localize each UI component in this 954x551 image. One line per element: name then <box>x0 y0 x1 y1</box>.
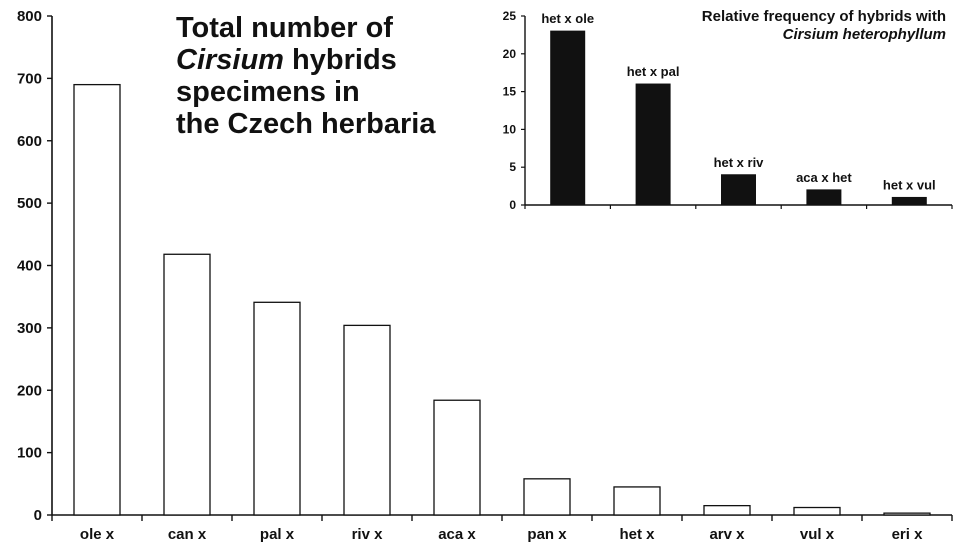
main-y-tick-label: 800 <box>17 8 42 25</box>
main-y-tick-label: 500 <box>17 195 42 212</box>
inset-bar <box>891 196 927 206</box>
main-bar <box>883 512 931 516</box>
main-x-tick-label: can x <box>168 526 207 543</box>
main-x-tick-label: het x <box>619 526 655 543</box>
main-bar <box>523 478 571 516</box>
inset-bar-label: het x ole <box>541 11 594 26</box>
main-x-tick-label: arv x <box>709 526 745 543</box>
inset-bar <box>721 174 756 206</box>
inset-y-tick-label: 20 <box>503 47 517 61</box>
inset-title-line-2: Cirsium heterophyllum <box>702 26 946 44</box>
main-x-tick-label: riv x <box>352 526 384 543</box>
main-y-tick-label: 700 <box>17 70 42 87</box>
inset-bar-label: aca x het <box>796 170 852 185</box>
inset-bar <box>550 30 586 206</box>
main-y-tick-label: 0 <box>34 507 42 524</box>
main-bar <box>73 83 121 516</box>
inset-chart-title: Relative frequency of hybrids with Cirsi… <box>702 8 946 44</box>
main-title-line-2: Cirsium hybrids <box>176 44 397 76</box>
inset-y-tick-label: 10 <box>503 122 517 136</box>
main-chart-title: Total number of Cirsium hybrids specimen… <box>176 12 435 140</box>
main-title-line-4: the Czech herbaria <box>176 108 436 140</box>
inset-bar-label: het x riv <box>714 155 765 170</box>
inset-y-tick-label: 0 <box>509 198 516 212</box>
main-x-tick-label: pan x <box>527 526 567 543</box>
inset-bar <box>635 83 671 206</box>
main-title-line-1: Total number of <box>176 12 393 44</box>
main-bar <box>163 253 211 516</box>
main-bar <box>253 301 301 516</box>
main-x-tick-label: aca x <box>438 526 476 543</box>
main-y-tick-label: 600 <box>17 133 42 150</box>
main-bar <box>793 506 841 516</box>
main-bar <box>613 486 661 516</box>
main-bar <box>703 504 751 516</box>
inset-title-italic: Cirsium heterophyllum <box>782 26 946 43</box>
main-y-tick-label: 300 <box>17 320 42 337</box>
main-title-line-3: specimens in <box>176 76 360 108</box>
inset-y-tick-label: 15 <box>503 85 517 99</box>
main-y-tick-label: 100 <box>17 445 42 462</box>
main-title-italic-word: Cirsium <box>176 44 284 76</box>
main-x-tick-label: pal x <box>260 526 295 543</box>
main-bar <box>433 399 481 516</box>
main-bar <box>343 324 391 516</box>
main-x-tick-label: vul x <box>800 526 835 543</box>
main-x-tick-label: ole x <box>80 526 115 543</box>
inset-title-line-1: Relative frequency of hybrids with <box>701 8 946 25</box>
main-x-tick-label: eri x <box>892 526 924 543</box>
inset-bar-label: het x pal <box>627 64 680 79</box>
inset-y-tick-label: 5 <box>509 160 516 174</box>
inset-bar-label: het x vul <box>883 177 936 192</box>
inset-y-tick-label: 25 <box>503 9 517 23</box>
main-y-tick-label: 400 <box>17 258 42 275</box>
inset-bar <box>806 189 842 206</box>
main-y-tick-label: 200 <box>17 382 42 399</box>
